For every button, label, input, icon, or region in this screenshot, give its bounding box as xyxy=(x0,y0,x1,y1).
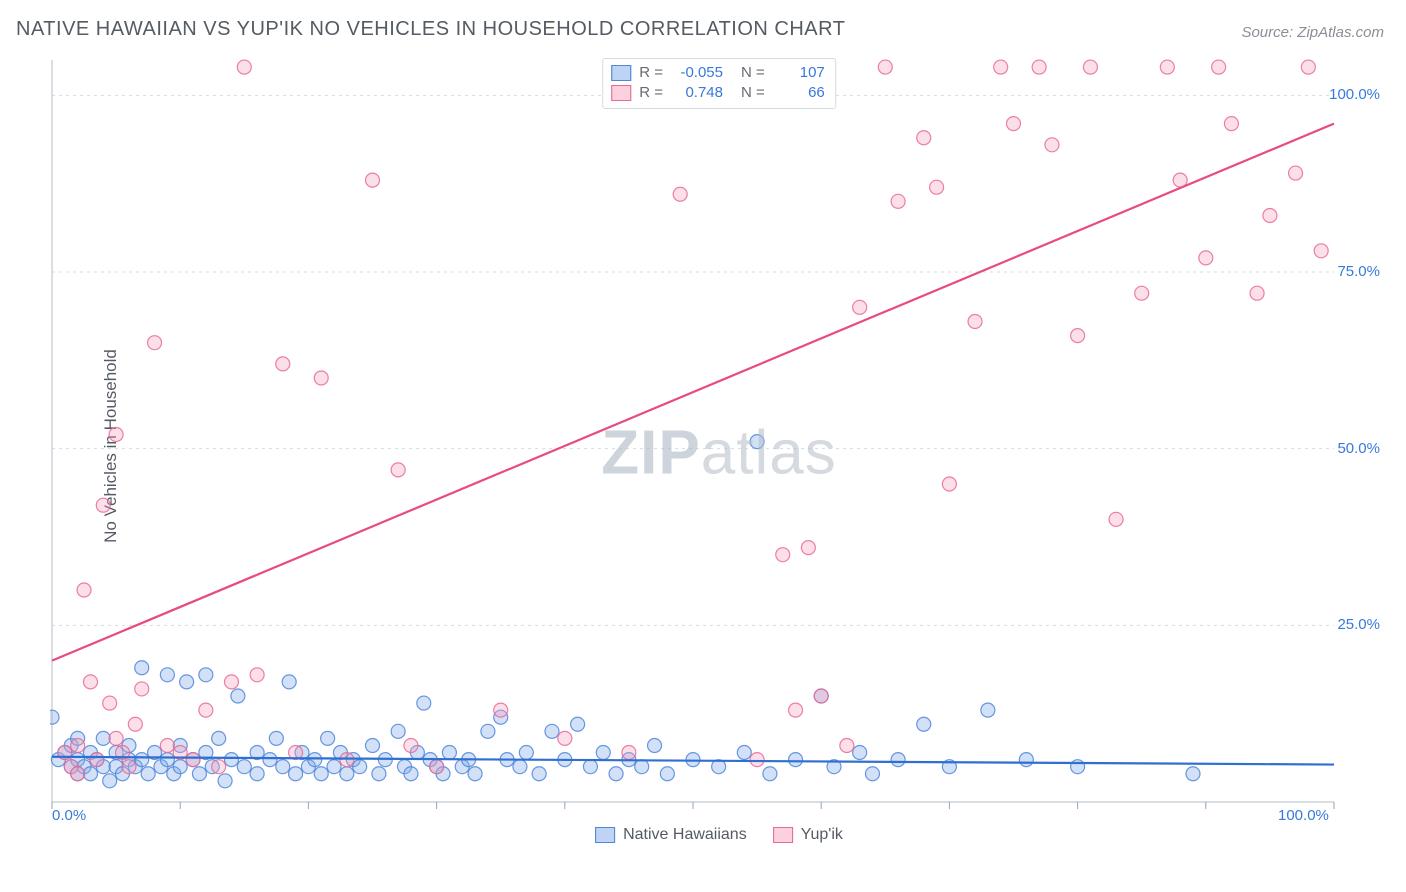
source-attribution: Source: ZipAtlas.com xyxy=(1241,24,1384,41)
legend-swatch-series1 xyxy=(595,827,615,843)
x-tick-label: 0.0% xyxy=(52,807,86,824)
legend-item-series1: Native Hawaiians xyxy=(595,826,747,844)
legend: Native Hawaiians Yup'ik xyxy=(595,826,843,844)
chart-title: NATIVE HAWAIIAN VS YUP'IK NO VEHICLES IN… xyxy=(16,18,845,41)
legend-item-series2: Yup'ik xyxy=(773,826,843,844)
y-tick-label: 25.0% xyxy=(1337,616,1380,633)
legend-swatch-series2 xyxy=(773,827,793,843)
x-tick-label: 100.0% xyxy=(1278,807,1329,824)
legend-label-series1: Native Hawaiians xyxy=(623,826,747,844)
correlation-stats-box: R = -0.055 N = 107 R = 0.748 N = 66 xyxy=(602,58,836,109)
swatch-series1 xyxy=(611,65,631,81)
y-tick-label: 50.0% xyxy=(1337,440,1380,457)
chart-svg xyxy=(50,58,1388,848)
legend-label-series2: Yup'ik xyxy=(801,826,843,844)
y-tick-label: 100.0% xyxy=(1329,86,1380,103)
stats-row-series2: R = 0.748 N = 66 xyxy=(611,83,825,103)
stats-row-series1: R = -0.055 N = 107 xyxy=(611,63,825,83)
scatter-plot: ZIPatlas R = -0.055 N = 107 R = 0.748 N … xyxy=(50,58,1388,848)
y-tick-label: 75.0% xyxy=(1337,263,1380,280)
swatch-series2 xyxy=(611,85,631,101)
